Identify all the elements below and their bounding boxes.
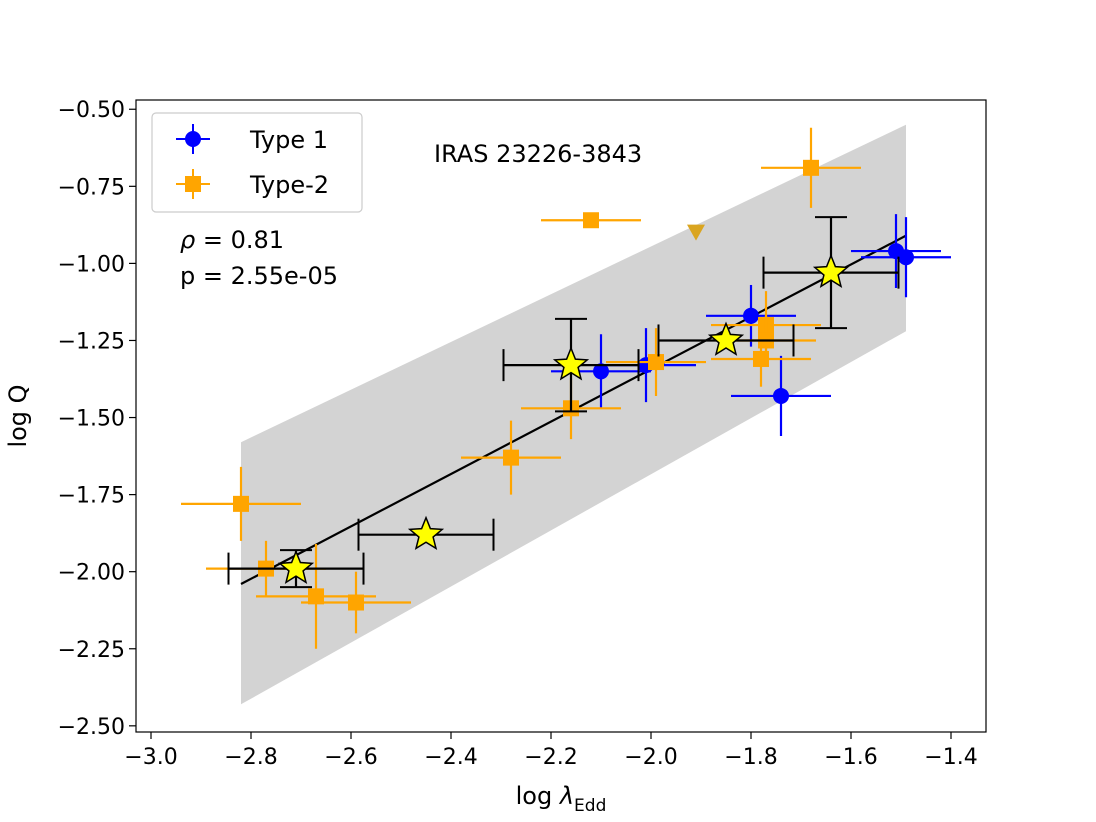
x-tick-label: −1.4 — [924, 745, 977, 770]
legend-marker-type1 — [176, 124, 210, 154]
y-tick-label: −1.50 — [58, 407, 125, 432]
rho-annotation: ρ = 0.81 — [180, 226, 284, 254]
type2-point — [348, 594, 364, 611]
legend-box — [151, 112, 363, 213]
series-upper-limit — [687, 224, 705, 241]
target-star-point — [812, 253, 850, 289]
series-type-1 — [551, 214, 951, 437]
target-star-point — [707, 321, 745, 356]
type2-point — [503, 449, 519, 466]
y-tick-label: −1.00 — [58, 252, 125, 277]
target-star-point — [277, 549, 315, 585]
x-tick-label: −1.8 — [724, 745, 777, 770]
plot-frame — [135, 99, 987, 733]
x-tick-label: −2.2 — [524, 745, 577, 770]
type1-point — [773, 387, 789, 404]
y-tick-label: −2.25 — [58, 638, 125, 663]
y-tick-label: −2.50 — [58, 715, 125, 740]
type2-point — [583, 212, 599, 229]
type2-point — [803, 159, 819, 176]
x-tick-label: −2.6 — [324, 745, 377, 770]
type1-point — [898, 249, 914, 266]
x-tick-label: −1.6 — [824, 745, 877, 770]
target-star-point — [552, 346, 590, 381]
y-tick-label: −2.00 — [58, 561, 125, 586]
y-axis-label: log Q — [4, 384, 32, 447]
chart-title: IRAS 23226-3843 — [434, 140, 642, 168]
legend-marker-type2 — [176, 169, 210, 199]
legend: Type 1 Type-2 — [151, 112, 363, 213]
y-tick-label: −0.75 — [58, 175, 125, 200]
legend-label-type1: Type 1 — [249, 126, 328, 154]
upper-limit-point — [687, 224, 705, 241]
y-tick-label: −1.75 — [58, 484, 125, 509]
x-tick-label: −3.0 — [124, 745, 177, 770]
x-tick-label: −2.8 — [224, 745, 277, 770]
type1-point — [593, 363, 609, 380]
p-value-annotation: p = 2.55e-05 — [180, 262, 338, 290]
x-axis: −3.0 −2.8 −2.6 −2.4 −2.2 −2.0 −1.8 −1.6 −1.4 — [124, 732, 978, 770]
y-tick-label: −1.25 — [58, 329, 125, 354]
target-star-point — [407, 515, 445, 551]
type2-point — [233, 495, 249, 512]
y-axis: −0.50 −0.75 −1.00 −1.25 −1.50 −1.75 −2.00 −2.25… — [58, 98, 136, 740]
type1-point — [743, 307, 759, 324]
type2-point — [308, 588, 324, 605]
data-points — [181, 127, 951, 649]
type2-point — [648, 354, 664, 371]
series-iras-23226-3843 — [227, 216, 900, 589]
x-tick-label: −2.0 — [624, 745, 677, 770]
y-tick-label: −0.50 — [58, 98, 125, 123]
legend-label-type2: Type-2 — [249, 171, 329, 199]
x-tick-label: −2.4 — [424, 745, 477, 770]
x-axis-label: log λEdd — [516, 782, 607, 816]
